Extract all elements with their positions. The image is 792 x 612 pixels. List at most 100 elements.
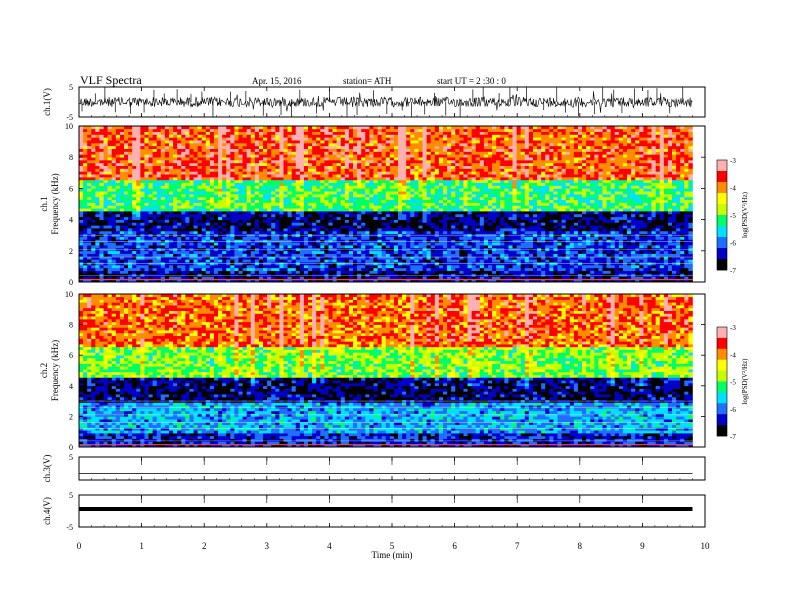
psd-cell bbox=[332, 185, 337, 189]
psd-cell bbox=[205, 253, 211, 257]
psd-cell bbox=[95, 157, 100, 161]
psd-cell bbox=[218, 137, 223, 141]
psd-cell bbox=[308, 230, 313, 235]
psd-cell bbox=[263, 202, 268, 206]
psd-cell bbox=[246, 177, 252, 181]
psd-cell bbox=[83, 270, 88, 274]
psd-cell bbox=[414, 165, 419, 169]
psd-cell bbox=[250, 188, 256, 192]
psd-cell bbox=[279, 148, 284, 152]
psd-cell bbox=[320, 267, 325, 271]
psd-cell bbox=[177, 208, 182, 212]
psd-cell bbox=[115, 148, 121, 152]
psd-cell bbox=[418, 245, 423, 249]
psd-cell bbox=[377, 196, 382, 201]
psd-cell bbox=[156, 179, 162, 184]
psd-cell bbox=[136, 216, 141, 220]
psd-cell bbox=[402, 236, 407, 240]
psd-cell bbox=[136, 140, 141, 144]
psd-cell bbox=[369, 239, 374, 243]
psd-cell bbox=[316, 264, 321, 269]
psd-cell bbox=[197, 270, 202, 274]
psd-cell bbox=[91, 262, 96, 266]
psd-cell bbox=[185, 270, 190, 274]
psd-cell bbox=[197, 151, 202, 155]
psd-cell bbox=[173, 160, 178, 164]
psd-cell bbox=[271, 228, 276, 232]
psd-cell bbox=[123, 219, 129, 223]
psd-cell bbox=[328, 134, 333, 138]
psd-cell bbox=[373, 154, 378, 158]
psd-cell bbox=[336, 162, 342, 167]
psd-cell bbox=[173, 250, 178, 254]
psd-cell bbox=[291, 134, 297, 138]
psd-cell bbox=[283, 230, 288, 235]
psd-cell bbox=[107, 137, 113, 141]
psd-cell bbox=[373, 145, 378, 149]
psd-cell bbox=[258, 230, 264, 235]
psd-cell bbox=[263, 194, 268, 198]
psd-cell bbox=[95, 279, 100, 283]
psd-cell bbox=[103, 253, 108, 257]
psd-cell bbox=[422, 273, 427, 277]
psd-cell bbox=[336, 148, 342, 152]
psd-cell bbox=[271, 128, 276, 132]
psd-cell bbox=[369, 126, 374, 130]
psd-cell bbox=[226, 222, 231, 226]
psd-cell bbox=[103, 199, 108, 203]
psd-cell bbox=[357, 137, 362, 141]
psd-cell bbox=[279, 182, 284, 186]
psd-cell bbox=[197, 134, 202, 138]
psd-cell bbox=[295, 219, 301, 223]
psd-cell bbox=[328, 188, 333, 192]
psd-cell bbox=[410, 262, 415, 266]
psd-cell bbox=[250, 196, 256, 201]
psd-cell bbox=[246, 270, 252, 274]
psd-cell bbox=[95, 208, 100, 212]
psd-cell bbox=[275, 279, 280, 283]
psd-cell bbox=[95, 273, 100, 277]
psd-cell bbox=[402, 262, 407, 266]
psd-cell bbox=[406, 168, 411, 172]
psd-cell bbox=[254, 151, 260, 155]
psd-cell bbox=[168, 168, 174, 172]
psd-cell bbox=[336, 165, 342, 169]
psd-cell bbox=[123, 162, 129, 167]
psd-cell bbox=[230, 143, 235, 147]
psd-cell bbox=[181, 137, 186, 141]
psd-cell bbox=[389, 182, 395, 186]
psd-cell bbox=[238, 264, 243, 269]
psd-cell bbox=[246, 276, 252, 280]
psd-cell bbox=[291, 216, 297, 220]
psd-cell bbox=[152, 145, 158, 149]
psd-cell bbox=[385, 148, 391, 152]
psd-cell bbox=[160, 259, 166, 263]
psd-cell bbox=[99, 276, 104, 280]
psd-cell bbox=[357, 259, 362, 263]
psd-cell bbox=[250, 219, 256, 223]
psd-cell bbox=[95, 151, 100, 155]
psd-cell bbox=[242, 185, 247, 189]
psd-cell bbox=[332, 143, 337, 147]
psd-cell bbox=[79, 165, 84, 169]
psd-cell bbox=[258, 236, 264, 240]
psd-cell bbox=[406, 236, 411, 240]
psd-cell bbox=[99, 151, 104, 155]
psd-cell bbox=[103, 245, 108, 249]
psd-cell bbox=[381, 160, 387, 164]
psd-cell bbox=[279, 160, 284, 164]
psd-cell bbox=[128, 213, 133, 218]
psd-cell bbox=[336, 174, 342, 178]
psd-cell bbox=[361, 154, 366, 158]
psd-cell bbox=[226, 194, 231, 198]
psd-cell bbox=[320, 188, 325, 192]
psd-cell bbox=[344, 202, 350, 206]
psd-cell bbox=[373, 196, 378, 201]
psd-cell bbox=[389, 185, 395, 189]
psd-cell bbox=[271, 196, 276, 201]
psd-cell bbox=[123, 250, 129, 254]
psd-cell bbox=[320, 148, 325, 152]
psd-cell bbox=[258, 134, 264, 138]
psd-cell bbox=[340, 211, 346, 215]
psd-cell bbox=[357, 267, 362, 271]
